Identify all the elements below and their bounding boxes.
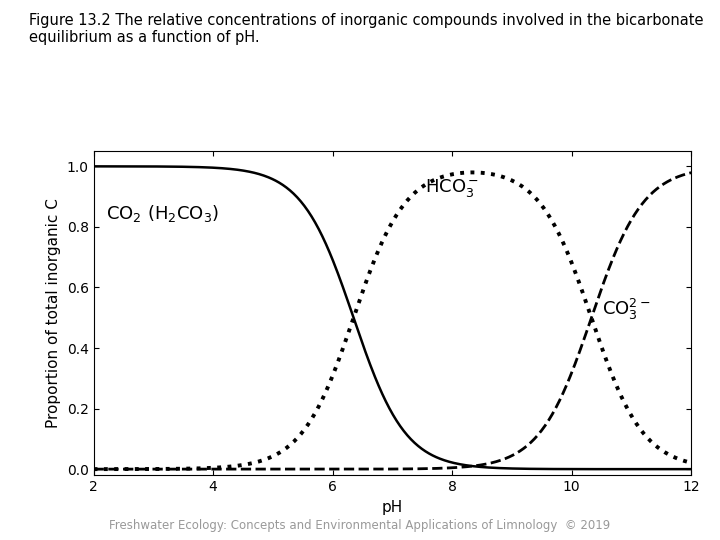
Text: HCO$_3^-$: HCO$_3^-$ [426,177,480,199]
Text: equilibrium as a function of pH.: equilibrium as a function of pH. [29,30,259,45]
Y-axis label: Proportion of total inorganic C: Proportion of total inorganic C [46,198,61,428]
Text: Freshwater Ecology: Concepts and Environmental Applications of Limnology  © 2019: Freshwater Ecology: Concepts and Environ… [109,519,611,532]
Text: CO$_3^{2-}$: CO$_3^{2-}$ [601,296,650,322]
X-axis label: pH: pH [382,500,403,515]
Text: CO$_2$ (H$_2$CO$_3$): CO$_2$ (H$_2$CO$_3$) [106,202,219,224]
Text: Figure 13.2 The relative concentrations of inorganic compounds involved in the b: Figure 13.2 The relative concentrations … [29,14,703,29]
